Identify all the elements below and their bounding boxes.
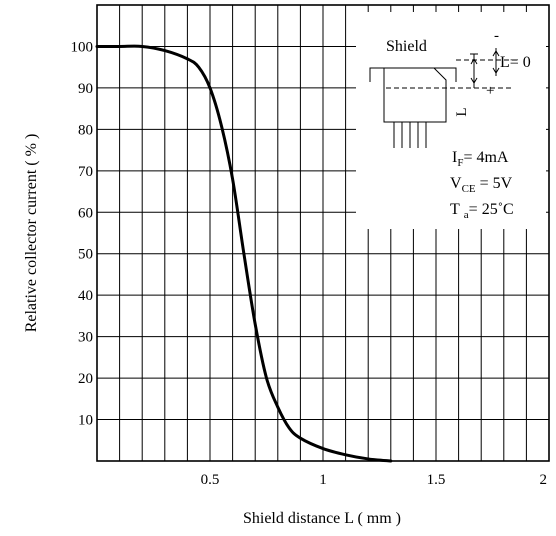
zero-arrow-up xyxy=(492,50,500,57)
x-tick-label: 1 xyxy=(319,472,327,488)
x-tick-label: 1.5 xyxy=(427,472,446,488)
l-dimension-label: L xyxy=(454,107,470,116)
zero-arrow-down xyxy=(492,67,500,74)
y-tick-label: 100 xyxy=(71,39,94,55)
l-dimension-arrow-bottom xyxy=(470,77,478,84)
condition-forward-current: IF= 4mA xyxy=(452,149,509,169)
y-tick-label: 70 xyxy=(78,164,93,180)
minus-label: - xyxy=(494,28,499,44)
x-tick-labels: 0.5 1 1.5 2 xyxy=(201,472,547,488)
y-tick-label: 60 xyxy=(78,205,93,221)
collector-current-curve xyxy=(95,44,393,463)
l-zero-label: L= 0 xyxy=(500,54,531,71)
y-tick-label: 80 xyxy=(78,122,93,138)
x-tick-label: 2 xyxy=(540,472,548,488)
condition-collector-emitter-voltage: VCE = 5V xyxy=(450,175,513,195)
x-axis-title: Shield distance L ( mm ) xyxy=(243,510,401,527)
shield-label: Shield xyxy=(386,38,427,55)
y-tick-label: 40 xyxy=(78,288,93,304)
y-tick-label: 20 xyxy=(78,371,93,387)
inset-background xyxy=(356,12,546,229)
y-tick-label: 50 xyxy=(78,247,93,263)
y-tick-label: 10 xyxy=(78,413,93,429)
plus-label: + xyxy=(486,83,494,99)
package-diagram: Shield L L= 0 + - xyxy=(369,28,531,148)
l-dimension-arrow-top xyxy=(470,58,478,65)
y-tick-labels: 10 20 30 40 50 60 70 80 90 100 xyxy=(71,39,94,428)
y-axis-title: Relative collector current ( % ) xyxy=(23,134,40,333)
x-tick-label: 0.5 xyxy=(201,472,220,488)
y-tick-label: 90 xyxy=(78,81,93,97)
y-tick-label: 30 xyxy=(78,330,93,346)
package-body xyxy=(383,67,447,123)
plot-area-frame xyxy=(96,4,550,462)
